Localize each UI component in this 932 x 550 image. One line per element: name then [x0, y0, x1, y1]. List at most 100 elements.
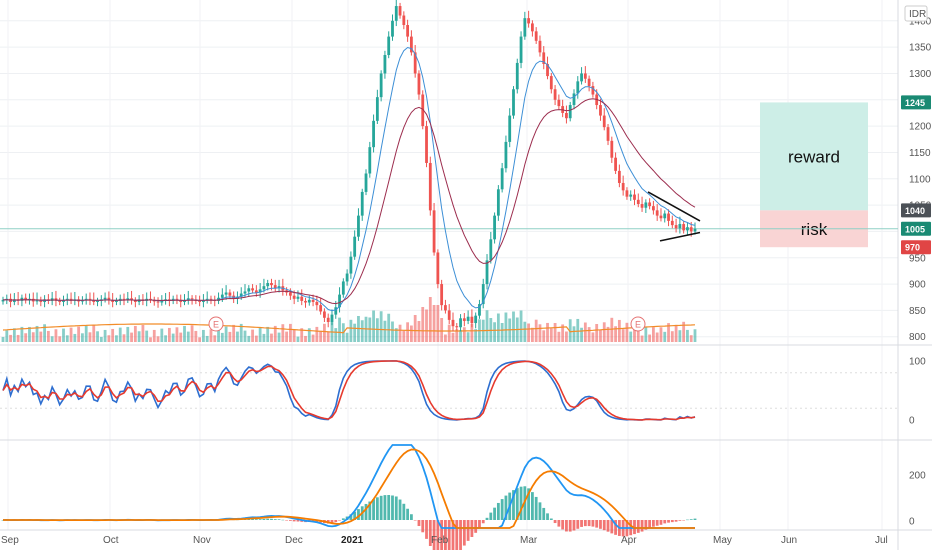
macd-histogram-bar [478, 520, 481, 529]
volume-bar [591, 332, 595, 342]
volume-bar [126, 326, 130, 342]
candle-body [481, 284, 485, 305]
macd-histogram-bar [682, 520, 686, 521]
macd-histogram-bar [534, 496, 538, 520]
candle-body [508, 115, 512, 142]
macd-histogram-bar [606, 520, 610, 532]
candle-body [493, 215, 496, 240]
osc-tick-label: 100 [909, 356, 926, 367]
candle-body [546, 63, 549, 77]
candle-body [610, 140, 614, 158]
osc-tick-label: 0 [909, 416, 915, 427]
macd-histogram-bar [421, 520, 425, 533]
candle-body [133, 300, 137, 302]
candle-body [122, 298, 126, 300]
candle-body [315, 301, 319, 306]
macd-histogram-bar [489, 512, 493, 520]
price-tick-label: 800 [909, 332, 926, 343]
macd-histogram-bar [580, 520, 583, 527]
price-badge-label: 1040 [905, 206, 925, 216]
macd-histogram-bar [292, 520, 296, 522]
candle-body [126, 298, 130, 300]
volume-bar [334, 328, 338, 342]
volume-bar [572, 326, 576, 342]
candle-body [236, 296, 239, 299]
macd-histogram-bar [538, 502, 542, 520]
volume-bar [610, 317, 614, 342]
macd-histogram-bar [610, 520, 614, 534]
macd-histogram-bar [254, 519, 258, 520]
volume-bar [678, 330, 682, 342]
volume-bar [553, 323, 557, 342]
volume-bar [402, 330, 406, 342]
candle-body [686, 227, 689, 231]
zone-label-reward: reward [788, 147, 840, 166]
candle-body [334, 307, 338, 315]
volume-bar [273, 325, 277, 342]
candle-body [198, 300, 202, 302]
volume-bar [130, 332, 133, 342]
volume-bar [307, 328, 311, 342]
macd-histogram-bar [300, 520, 304, 522]
volume-ma-line [2, 323, 696, 334]
zone-reward [760, 102, 868, 211]
time-tick-label: 2021 [341, 535, 364, 546]
volume-bar [557, 331, 561, 342]
volume-bar [406, 322, 410, 342]
volume-bar [474, 329, 478, 342]
earnings-label: E [635, 320, 641, 330]
volume-bar [670, 331, 674, 342]
candle-body [115, 300, 118, 302]
volume-bar [24, 333, 28, 342]
volume-bar [644, 327, 648, 342]
macd-histogram-bar [504, 495, 508, 520]
volume-bar [164, 335, 168, 342]
macd-histogram-bar [493, 507, 496, 520]
volume-bar [659, 327, 663, 342]
candle-body [474, 315, 478, 324]
volume-bar [519, 310, 523, 342]
macd-histogram-bar [436, 520, 440, 550]
candle-body [670, 220, 674, 226]
candle-body [202, 300, 205, 302]
candle-body [440, 284, 444, 306]
price-badge [901, 95, 931, 110]
volume-bar [152, 329, 156, 342]
volume-bar [228, 331, 232, 342]
macd-histogram-bar [674, 520, 678, 522]
macd-histogram-bar [349, 514, 353, 520]
candle-body [364, 173, 368, 192]
volume-bar [96, 331, 99, 342]
volume-bar [58, 336, 62, 342]
macd-histogram-bar [689, 519, 693, 520]
volume-bar [323, 323, 326, 342]
volume-bar [602, 322, 606, 342]
volume-bar [409, 325, 413, 342]
volume-bar [428, 297, 432, 342]
price-badge [901, 203, 931, 218]
candle-body [1, 299, 5, 302]
candle-body [300, 296, 304, 301]
macd-histogram-bar [338, 520, 341, 521]
volume-bar [133, 325, 137, 342]
candle-body [425, 126, 428, 163]
macd-histogram-bar [568, 520, 572, 532]
volume-bar [372, 310, 375, 342]
candle-body [504, 141, 508, 169]
macd-histogram-bar [296, 520, 300, 522]
macd-histogram-bar [413, 520, 417, 521]
currency-label-box [904, 5, 928, 22]
volume-bar [5, 330, 9, 342]
time-tick-label: Apr [621, 535, 637, 546]
macd-histogram-bar [368, 501, 372, 520]
volume-bar [50, 336, 54, 342]
candle-body [432, 210, 436, 253]
candle-body [24, 297, 28, 301]
candle-body [644, 202, 648, 208]
macd-line [2, 444, 695, 529]
price-tick-label: 950 [909, 253, 926, 264]
stochastic-panel [0, 360, 898, 421]
volume-bar [527, 323, 531, 342]
macd-histogram-bar [425, 520, 428, 539]
macd-panel [1, 444, 697, 550]
